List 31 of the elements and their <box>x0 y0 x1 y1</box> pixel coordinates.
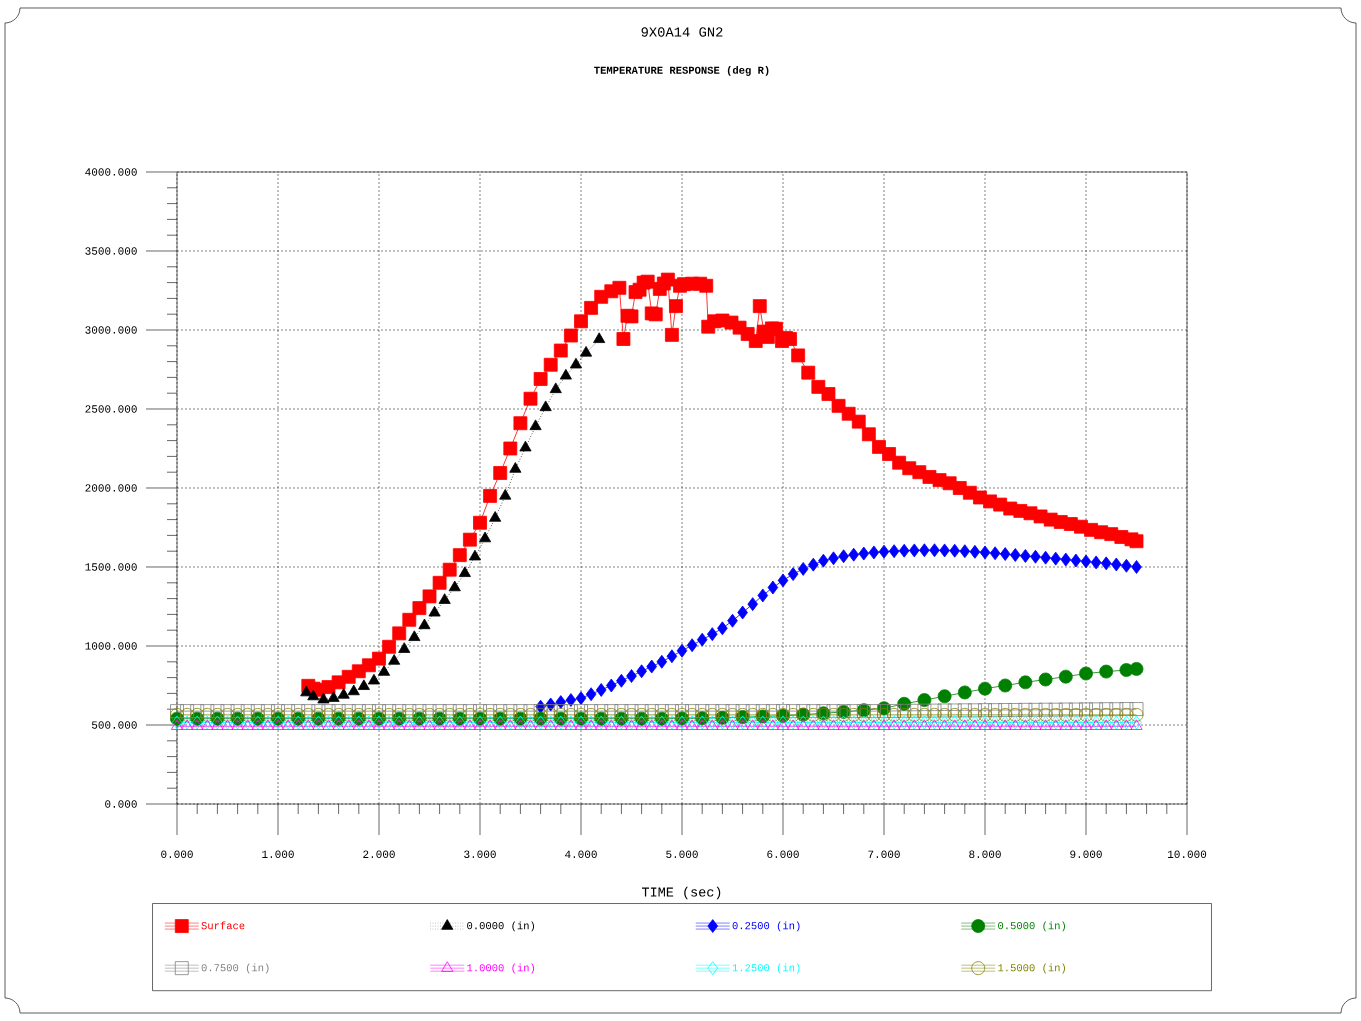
x-tick-label: 8.000 <box>969 850 1001 858</box>
chart-title: 9X0A14 GN2 <box>641 27 723 37</box>
legend-label: 0.0000 (in) <box>467 921 535 932</box>
y-tick-label: 2000.000 <box>85 484 137 492</box>
y-tick-label: 3500.000 <box>85 247 137 255</box>
legend-label: Surface <box>201 921 245 930</box>
y-tick-label: 4000.000 <box>85 168 137 176</box>
x-tick-label: 10.000 <box>1168 850 1207 858</box>
x-tick-label: 6.000 <box>767 850 799 858</box>
y-tick-label: 2500.000 <box>85 405 137 413</box>
x-tick-label: 1.000 <box>262 850 294 858</box>
legend-label: 1.2500 (in) <box>732 963 800 974</box>
legend-label: 1.0000 (in) <box>467 963 535 974</box>
y-tick-label: 3000.000 <box>85 326 137 334</box>
x-axis-title: TIME (sec) <box>642 886 721 900</box>
y-tick-label: 1500.000 <box>85 563 137 571</box>
y-tick-label: 0.000 <box>105 800 137 808</box>
x-tick-label: 2.000 <box>363 850 395 858</box>
legend-label: 0.5000 (in) <box>998 921 1066 932</box>
x-tick-label: 0.000 <box>161 850 193 858</box>
y-tick-label: 1000.000 <box>85 642 137 650</box>
x-tick-label: 7.000 <box>868 850 900 858</box>
legend-label: 0.2500 (in) <box>732 921 800 932</box>
y-tick-label: 500.000 <box>91 721 137 729</box>
x-tick-label: 3.000 <box>464 850 496 858</box>
legend-label: 1.5000 (in) <box>998 963 1066 974</box>
x-tick-label: 5.000 <box>666 850 698 858</box>
chart-subtitle: TEMPERATURE RESPONSE (deg R) <box>594 66 769 76</box>
x-tick-label: 4.000 <box>565 850 597 858</box>
legend-label: 0.7500 (in) <box>201 963 269 974</box>
x-tick-label: 9.000 <box>1070 850 1102 858</box>
